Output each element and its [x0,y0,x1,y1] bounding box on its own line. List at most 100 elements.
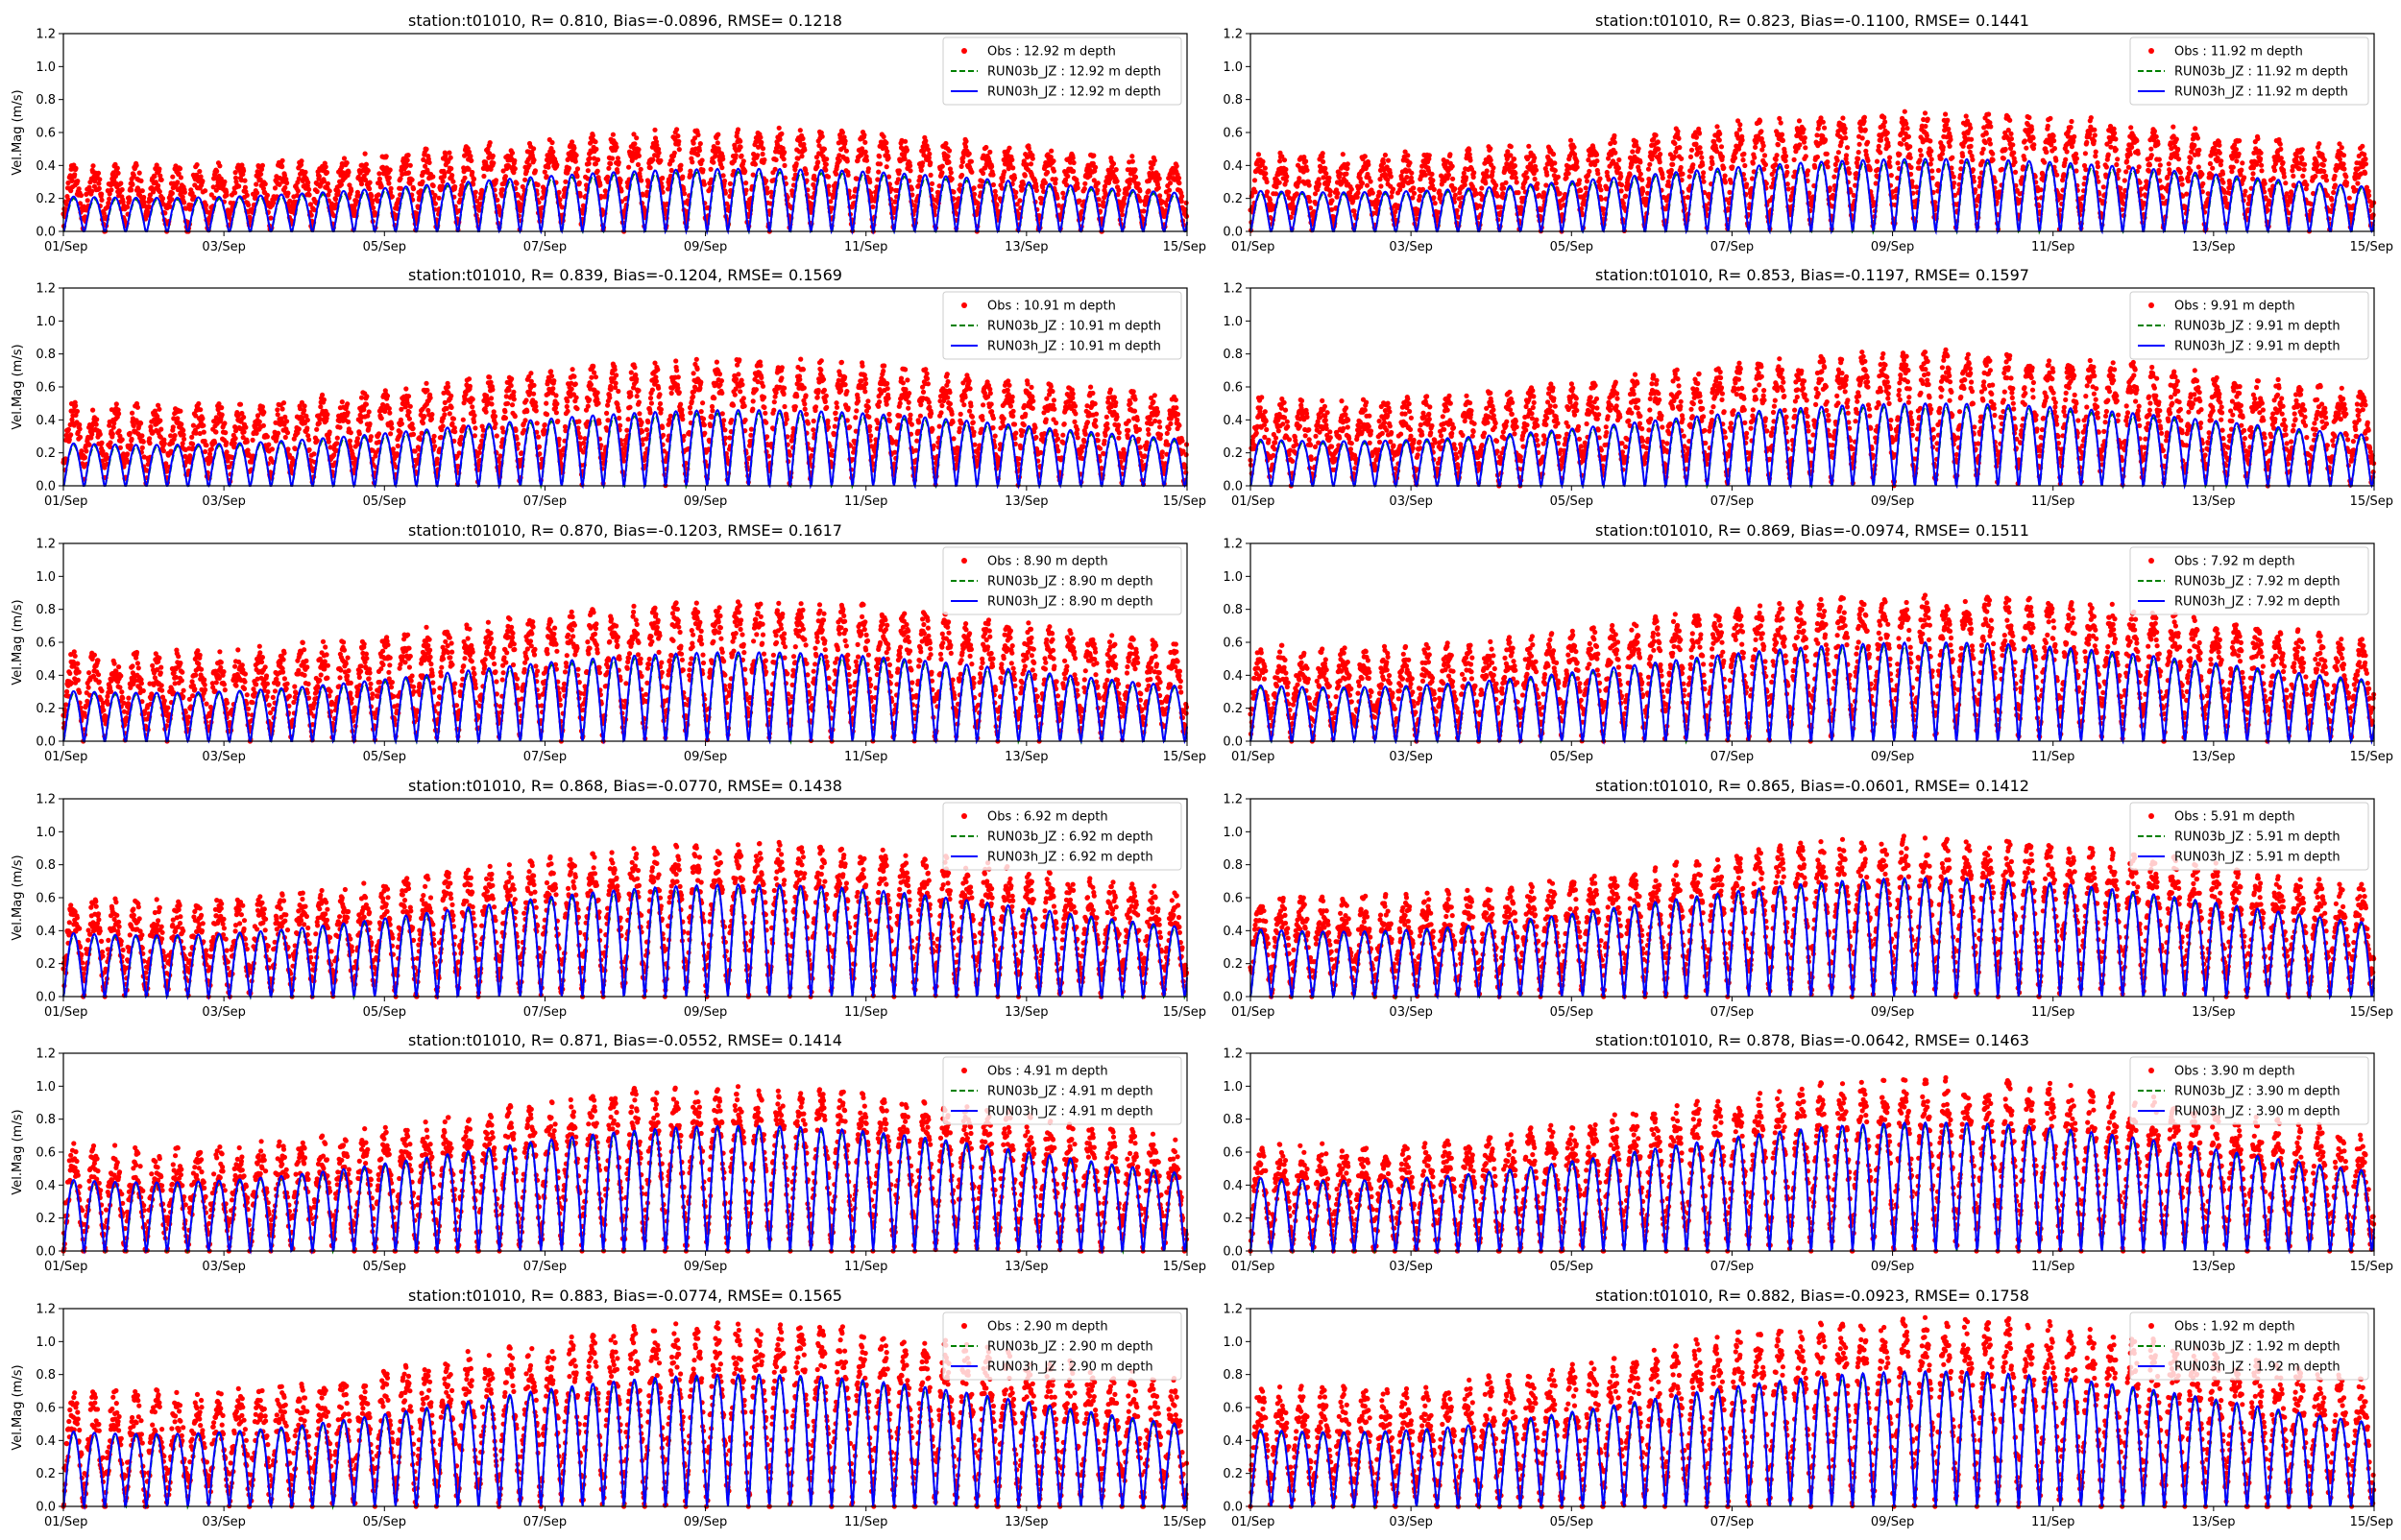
obs-point [863,150,868,155]
obs-point [1780,132,1784,137]
obs-point [1341,152,1346,156]
obs-point [513,166,518,171]
obs-point [2096,164,2100,169]
obs-point [1156,185,1161,190]
obs-point [1329,198,1334,203]
obs-point [296,188,301,193]
obs-point [695,132,700,137]
obs-point [1868,167,1873,172]
obs-point [1096,180,1101,185]
obs-point [265,193,270,198]
obs-point [398,176,402,180]
obs-point [967,152,972,156]
obs-point [1812,165,1817,170]
obs-point [390,194,395,199]
obs-point [2069,119,2074,124]
obs-point [1256,152,1261,156]
obs-point [1431,195,1436,200]
obs-point [794,161,799,166]
obs-point [2026,115,2031,120]
obs-point [1907,144,1912,149]
obs-point [279,164,284,169]
obs-point [2071,138,2075,143]
obs-point [1418,194,1422,199]
obs-point [1564,176,1568,180]
obs-point [427,160,432,165]
obs-point [1638,172,1643,177]
obs-point [2134,138,2139,143]
obs-point [1129,154,1134,158]
obs-point [1823,137,1828,142]
obs-point [431,183,436,188]
obs-point [2044,150,2049,155]
obs-point [533,168,538,173]
obs-point [715,132,720,137]
obs-point [1899,142,1904,147]
obs-point [1969,137,1974,142]
obs-point [77,186,82,191]
obs-point [2220,180,2225,185]
obs-point [637,154,642,158]
obs-point [1483,180,1488,185]
obs-point [1598,187,1603,192]
obs-point [2263,181,2268,186]
obs-point [1467,157,1472,162]
obs-point [1349,187,1354,192]
obs-point [1783,154,1788,158]
obs-point [1012,176,1017,180]
obs-point [1863,128,1868,132]
obs-point [864,158,869,163]
obs-point [169,197,174,202]
obs-point [1485,174,1490,179]
obs-point [960,159,965,164]
obs-point [137,171,142,176]
obs-point [885,164,889,169]
obs-point [1980,159,1985,164]
obs-point [1669,168,1674,173]
obs-point [1122,196,1127,201]
obs-point [1514,176,1518,180]
obs-point [2217,143,2221,148]
obs-point [1130,159,1135,164]
obs-point [303,170,307,175]
obs-point [1792,157,1797,162]
obs-point [349,188,353,193]
y-axis-label: Vel.Mag (m/s) [11,89,25,175]
obs-point [1566,171,1571,176]
obs-point [2229,169,2234,174]
obs-point [1344,172,1348,177]
obs-point [2157,157,2162,162]
obs-point [115,166,120,171]
obs-point [884,140,888,145]
x-tick-label: 11/Sep [844,240,887,254]
obs-point [1619,188,1624,193]
obs-point [1988,124,1993,129]
obs-point [1988,141,1993,146]
obs-point [2084,140,2089,145]
obs-point [1666,180,1671,184]
obs-point [2117,168,2122,173]
obs-point [927,152,932,156]
obs-point [1321,159,1325,164]
obs-point [670,158,675,163]
obs-point [2083,151,2088,156]
obs-point [958,182,962,187]
obs-point [2258,156,2263,161]
obs-point [1606,177,1611,181]
obs-point [1862,115,1867,120]
obs-point [822,147,827,152]
obs-point [1355,190,1360,195]
obs-point [408,163,413,168]
obs-point [2118,186,2122,191]
obs-point [2039,187,2044,192]
obs-point [963,139,968,144]
obs-point [1887,159,1892,164]
obs-point [1265,180,1270,184]
obs-point [1936,168,1941,173]
obs-point [1697,131,1702,135]
obs-point [379,184,384,189]
obs-point [175,180,180,184]
y-tick-label: 0.8 [36,93,56,108]
x-tick-label: 15/Sep [1163,240,1206,254]
